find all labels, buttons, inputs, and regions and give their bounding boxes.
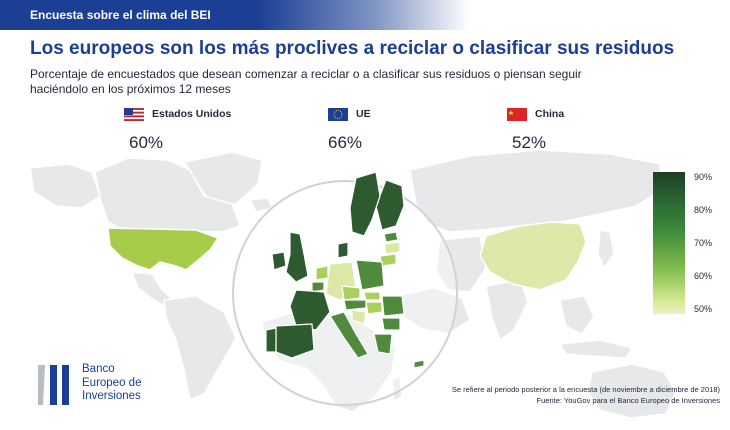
land-alaska bbox=[29, 163, 101, 209]
eib-logo-text: Banco Europeo de Inversiones bbox=[82, 363, 141, 404]
country-cyprus bbox=[413, 359, 425, 369]
land-russia bbox=[409, 149, 663, 233]
country-ireland bbox=[271, 251, 287, 271]
logo-line: Banco bbox=[82, 363, 115, 375]
footnote-period: Se refiere al periodo posterior a la enc… bbox=[451, 385, 720, 394]
legend-color-scale bbox=[653, 172, 685, 314]
country-austria bbox=[343, 299, 367, 311]
country-sweden bbox=[349, 171, 381, 237]
country-denmark bbox=[337, 241, 349, 259]
us-flag-icon bbox=[124, 108, 144, 121]
land-middle-east bbox=[395, 287, 471, 335]
eu-flag-icon bbox=[328, 108, 348, 121]
country-greece bbox=[373, 333, 393, 355]
country-netherlands bbox=[315, 265, 329, 281]
country-latvia bbox=[383, 241, 401, 255]
land-indonesia bbox=[559, 339, 633, 359]
country-italy bbox=[329, 311, 369, 359]
footnotes: Se refiere al periodo posterior a la enc… bbox=[452, 384, 720, 406]
legend-tick: 90% bbox=[694, 172, 713, 182]
country-croatia bbox=[351, 309, 367, 325]
china-flag-icon bbox=[507, 108, 527, 121]
country-hungary bbox=[365, 301, 383, 315]
country-czechia bbox=[341, 285, 361, 301]
survey-banner: Encuesta sobre el clima del BEI bbox=[0, 0, 470, 30]
legend-tick: 50% bbox=[694, 304, 713, 314]
region-label-usa: Estados Unidos bbox=[152, 108, 232, 120]
land-japan bbox=[597, 229, 615, 269]
land-southeast-asia bbox=[559, 295, 595, 335]
legend-tick: 70% bbox=[694, 238, 713, 248]
region-label-china: China bbox=[535, 108, 565, 120]
logo-line: Inversiones bbox=[82, 390, 141, 402]
eib-logo-icon bbox=[38, 365, 69, 405]
country-portugal bbox=[265, 327, 277, 353]
region-label-eu: UE bbox=[356, 108, 371, 120]
land-india bbox=[485, 279, 529, 341]
land-australia bbox=[587, 363, 677, 419]
banner-text: Encuesta sobre el clima del BEI bbox=[30, 8, 211, 22]
country-poland bbox=[355, 259, 385, 291]
country-estonia bbox=[383, 231, 399, 243]
land-greenland bbox=[184, 151, 263, 207]
country-belgium bbox=[311, 281, 325, 293]
country-romania bbox=[381, 295, 405, 317]
land-canada bbox=[94, 157, 241, 233]
country-bulgaria bbox=[381, 317, 401, 331]
legend-tick: 80% bbox=[694, 205, 713, 215]
page-title: Los europeos son los más proclives a rec… bbox=[30, 38, 675, 59]
land-south-america bbox=[163, 295, 237, 401]
region-china bbox=[479, 221, 587, 291]
footnote-source: Fuente: YouGov para el Banco Europeo de … bbox=[536, 396, 720, 405]
country-france bbox=[289, 289, 331, 331]
legend-tick: 60% bbox=[694, 271, 713, 281]
region-usa bbox=[107, 227, 220, 271]
page-subtitle: Porcentaje de encuestados que desean com… bbox=[30, 67, 582, 96]
country-uk bbox=[285, 231, 309, 283]
country-slovakia bbox=[363, 291, 381, 301]
logo-line: Europeo de bbox=[82, 376, 142, 389]
region-value-eu: 66% bbox=[328, 133, 363, 152]
region-value-china: 52% bbox=[512, 133, 547, 152]
region-value-usa: 60% bbox=[129, 133, 164, 152]
